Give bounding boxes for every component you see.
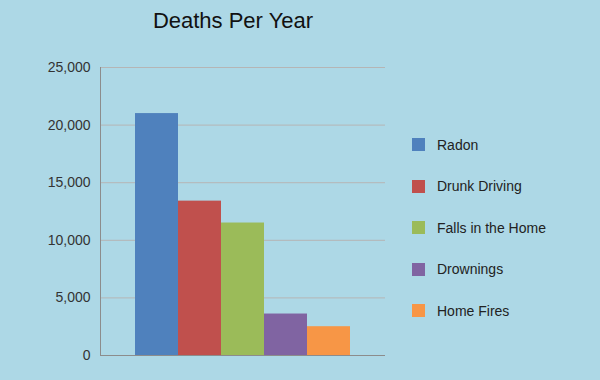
svg-text:10,000: 10,000	[48, 232, 91, 248]
svg-text:0: 0	[83, 347, 91, 363]
html-text:Home Fires: Home Fires	[437, 302, 510, 319]
svg-text:5,000: 5,000	[55, 289, 90, 305]
svg-text:20,000: 20,000	[48, 117, 91, 133]
html-text:Falls in the Home: Falls in the Home	[437, 219, 546, 236]
html-text:Deaths Per Year: Deaths Per Year	[152, 8, 314, 33]
html-text:Radon: Radon	[437, 136, 479, 153]
svg-text:25,000: 25,000	[48, 59, 91, 75]
svg-text:15,000: 15,000	[48, 174, 91, 190]
html-text:Drunk Driving: Drunk Driving	[437, 178, 522, 195]
html-text:Drownings: Drownings	[437, 261, 504, 278]
